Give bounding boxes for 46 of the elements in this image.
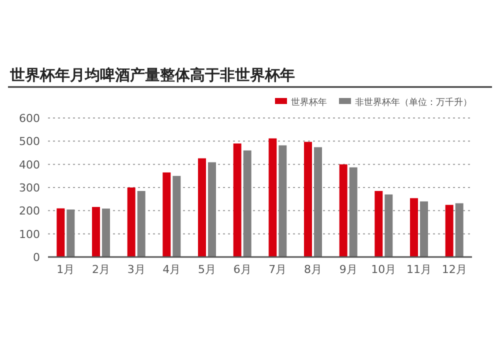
bar	[56, 208, 65, 257]
x-tick-label: 2月	[92, 263, 110, 276]
bar	[374, 190, 383, 257]
bar	[127, 188, 136, 257]
bar	[278, 145, 287, 257]
legend-label: 世界杯年	[291, 97, 327, 108]
x-tick-label: 1月	[56, 263, 75, 276]
x-tick-label: 5月	[198, 263, 216, 276]
bar	[349, 167, 358, 257]
x-tick-label: 6月	[233, 263, 252, 276]
bar	[455, 203, 464, 257]
y-tick-label: 200	[19, 204, 40, 218]
y-tick-label: 300	[19, 182, 40, 194]
y-tick-label: 0	[33, 251, 40, 264]
x-tick-label: 9月	[339, 263, 358, 276]
y-tick-label: 600	[19, 112, 40, 125]
y-tick-label: 100	[19, 228, 40, 241]
bar	[410, 198, 418, 257]
x-tick-label: 4月	[162, 263, 181, 276]
x-tick-label: 3月	[127, 263, 146, 276]
chart-title: 世界杯年月均啤酒产量整体高于非世界杯年	[9, 66, 295, 84]
legend-label: 非世界杯年（单位：万千升）	[355, 97, 472, 108]
bar	[304, 142, 312, 257]
x-tick-label: 11月	[406, 263, 432, 276]
bar	[243, 150, 252, 257]
bar	[339, 164, 348, 257]
bar	[268, 138, 277, 257]
y-tick-label: 500	[19, 135, 40, 148]
x-tick-label: 7月	[268, 263, 287, 276]
bar	[102, 208, 110, 257]
bar	[172, 176, 181, 257]
y-tick-label: 400	[19, 158, 40, 172]
bar	[162, 172, 171, 257]
bar	[233, 143, 242, 257]
bar	[314, 147, 322, 257]
bar	[198, 158, 206, 257]
bar	[137, 190, 146, 257]
bar	[92, 206, 100, 257]
x-tick-label: 12月	[442, 263, 467, 276]
bar	[445, 204, 454, 257]
x-tick-label: 10月	[371, 263, 396, 276]
bar	[420, 201, 428, 257]
bar	[384, 194, 393, 257]
bar	[66, 210, 75, 257]
bar	[208, 162, 216, 257]
x-tick-label: 8月	[304, 263, 322, 276]
